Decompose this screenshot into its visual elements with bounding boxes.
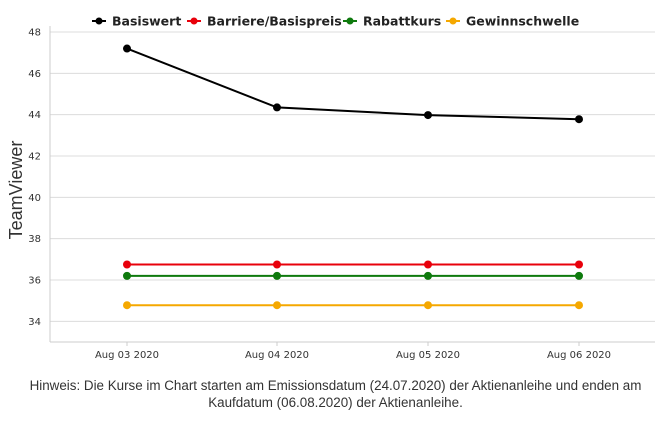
data-point bbox=[273, 260, 281, 269]
series-1 bbox=[123, 260, 583, 269]
data-point bbox=[273, 103, 281, 112]
legend-item[interactable]: Basiswert bbox=[92, 14, 181, 29]
legend-label: Barriere/Basispreis bbox=[207, 14, 342, 29]
series-2 bbox=[123, 271, 583, 280]
data-point bbox=[424, 111, 432, 120]
legend: Basiswert Barriere/Basispreis Rabattkurs Ge… bbox=[92, 14, 579, 29]
y-axis-label: TeamViewer bbox=[6, 141, 26, 240]
x-tick-label: Aug 06 2020 bbox=[547, 350, 611, 361]
series-3 bbox=[123, 301, 583, 310]
data-point bbox=[575, 260, 583, 269]
grid bbox=[49, 26, 655, 343]
data-point bbox=[575, 271, 583, 280]
legend-swatch-point bbox=[449, 17, 457, 25]
legend-swatch-point bbox=[346, 17, 354, 25]
data-point bbox=[123, 301, 131, 310]
chart-note: Hinweis: Die Kurse im Chart starten am E… bbox=[29, 378, 642, 410]
data-point bbox=[424, 260, 432, 269]
y-tick-label: 44 bbox=[28, 110, 41, 121]
series-group bbox=[123, 44, 583, 310]
y-tick-label: 34 bbox=[28, 317, 41, 328]
legend-label: Basiswert bbox=[112, 14, 181, 29]
line-chart: Basiswert Barriere/Basispreis Rabattkurs Ge… bbox=[6, 14, 655, 361]
series-line bbox=[126, 47, 580, 121]
x-axis: Aug 03 2020 Aug 04 2020 Aug 05 2020 Aug 06 … bbox=[95, 342, 611, 361]
y-tick-label: 40 bbox=[28, 193, 41, 204]
data-point bbox=[424, 271, 432, 280]
x-tick-label: Aug 05 2020 bbox=[396, 350, 460, 361]
data-point bbox=[424, 301, 432, 310]
x-tick-label: Aug 04 2020 bbox=[245, 350, 309, 361]
y-tick-label: 42 bbox=[28, 152, 41, 163]
series-0 bbox=[123, 44, 583, 124]
data-point bbox=[273, 271, 281, 280]
legend-item[interactable]: Rabattkurs bbox=[343, 14, 441, 29]
legend-swatch-point bbox=[190, 17, 198, 25]
data-point bbox=[575, 115, 583, 124]
legend-label: Rabattkurs bbox=[363, 14, 441, 29]
data-point bbox=[575, 301, 583, 310]
y-tick-label: 46 bbox=[28, 69, 41, 80]
data-point bbox=[123, 260, 131, 269]
x-tick-label: Aug 03 2020 bbox=[95, 350, 159, 361]
legend-item[interactable]: Gewinnschwelle bbox=[446, 14, 579, 29]
y-tick-label: 36 bbox=[28, 276, 41, 287]
legend-item[interactable]: Barriere/Basispreis bbox=[187, 14, 342, 29]
data-point bbox=[273, 301, 281, 310]
y-tick-label: 48 bbox=[28, 28, 41, 39]
legend-label: Gewinnschwelle bbox=[466, 14, 579, 29]
y-axis: 34 36 38 40 42 44 46 48 bbox=[28, 28, 41, 328]
legend-swatch-point bbox=[95, 17, 103, 25]
data-point bbox=[123, 271, 131, 280]
data-point bbox=[123, 44, 131, 53]
y-tick-label: 38 bbox=[28, 234, 41, 245]
